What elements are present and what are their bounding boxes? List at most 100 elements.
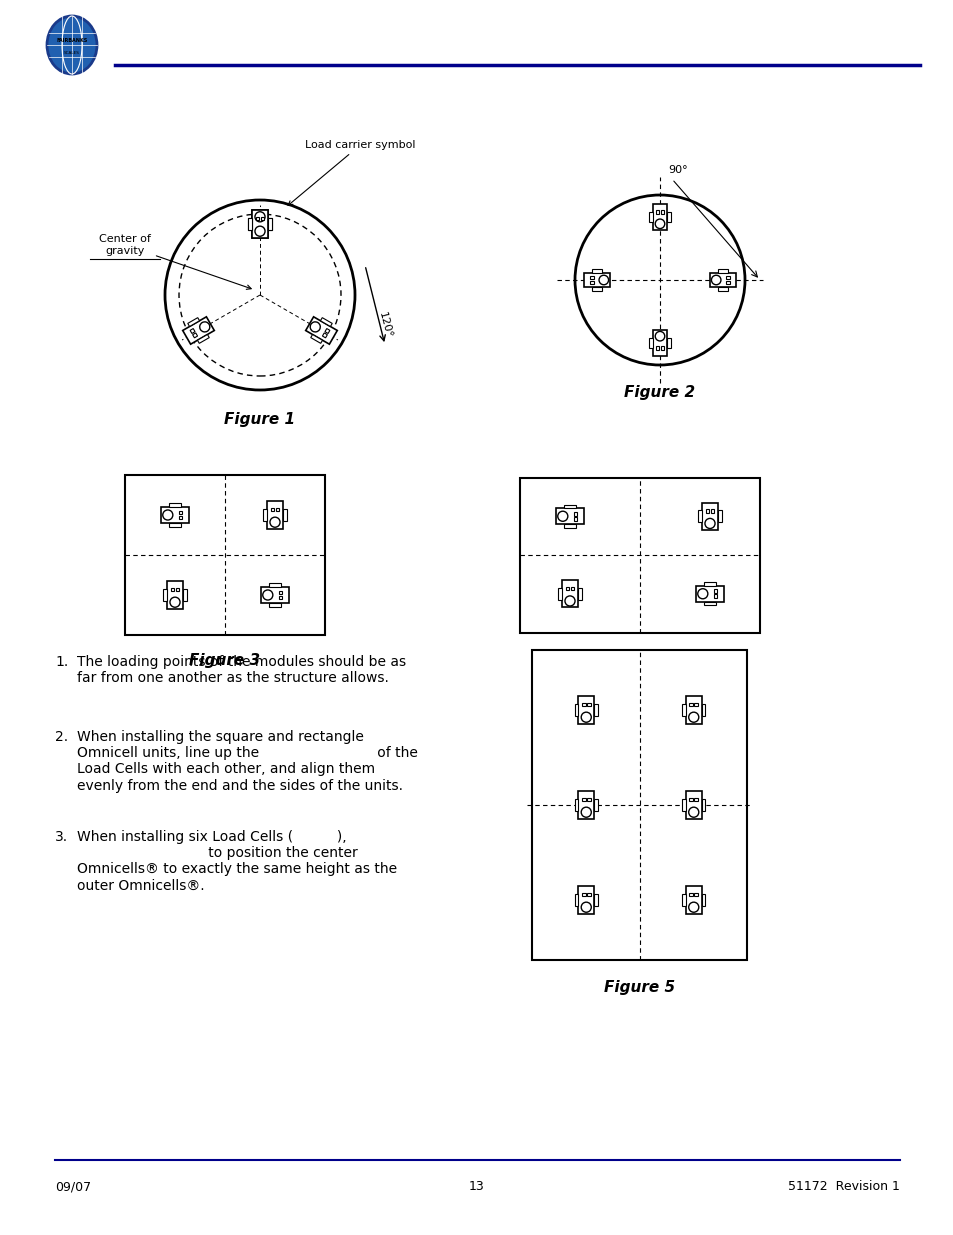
Bar	[563, 505, 576, 509]
Circle shape	[558, 511, 567, 521]
Circle shape	[688, 713, 698, 722]
Circle shape	[564, 597, 575, 606]
Bar	[163, 589, 167, 600]
Bar	[574, 894, 578, 905]
Bar	[689, 703, 692, 706]
Bar	[311, 335, 322, 343]
Text: 51172  Revision 1: 51172 Revision 1	[787, 1179, 899, 1193]
Bar	[183, 317, 214, 345]
Bar	[578, 697, 594, 724]
Circle shape	[310, 322, 320, 332]
Bar	[689, 798, 692, 802]
Bar	[648, 211, 652, 222]
Bar	[563, 524, 576, 527]
Bar	[561, 580, 578, 608]
Bar	[178, 516, 182, 520]
Bar	[583, 273, 609, 288]
Bar	[652, 330, 667, 356]
Bar	[573, 513, 577, 515]
Text: The loading points of the modules should be as
far from one another as the struc: The loading points of the modules should…	[77, 655, 406, 685]
Bar	[578, 792, 594, 819]
Bar	[255, 227, 259, 231]
Bar	[188, 317, 199, 326]
Circle shape	[655, 331, 664, 341]
Bar	[694, 703, 698, 706]
Bar	[190, 329, 194, 333]
Bar	[269, 603, 280, 606]
Bar	[703, 582, 715, 585]
Bar	[717, 269, 728, 273]
Circle shape	[163, 510, 172, 520]
Bar	[591, 288, 601, 291]
Circle shape	[580, 808, 591, 818]
Text: 90°: 90°	[667, 165, 687, 175]
Circle shape	[262, 590, 273, 600]
Bar	[701, 799, 704, 810]
Bar	[268, 219, 272, 230]
Bar	[255, 217, 259, 220]
Bar	[320, 317, 332, 326]
Bar	[183, 589, 187, 600]
Bar	[171, 588, 174, 592]
Bar	[260, 217, 264, 220]
Bar	[283, 509, 286, 521]
Bar	[652, 204, 667, 230]
Bar	[681, 894, 685, 905]
Bar	[248, 219, 252, 230]
Bar	[594, 799, 598, 810]
Bar	[275, 508, 279, 511]
Bar	[590, 280, 593, 284]
Bar	[271, 508, 274, 511]
Text: 120°: 120°	[376, 311, 394, 340]
Bar	[701, 894, 704, 905]
Bar	[574, 704, 578, 716]
Bar	[125, 475, 325, 635]
Bar	[252, 210, 268, 237]
Bar	[685, 697, 701, 724]
Bar	[574, 799, 578, 810]
Circle shape	[580, 713, 591, 722]
Bar	[660, 210, 663, 214]
Bar	[705, 509, 708, 513]
Bar	[322, 333, 327, 338]
Text: Center of
gravity: Center of gravity	[99, 235, 251, 289]
Circle shape	[655, 219, 664, 228]
Bar	[161, 508, 189, 522]
Bar	[660, 346, 663, 350]
Bar	[581, 893, 585, 897]
Bar	[532, 650, 747, 960]
Bar	[169, 522, 180, 526]
Bar	[713, 594, 717, 598]
Ellipse shape	[47, 16, 97, 74]
Bar	[565, 587, 569, 590]
Bar	[175, 588, 179, 592]
Bar	[681, 799, 685, 810]
Bar	[667, 337, 670, 348]
Text: 09/07: 09/07	[55, 1179, 91, 1193]
Bar	[558, 588, 561, 599]
Circle shape	[199, 322, 210, 332]
Circle shape	[711, 275, 720, 285]
Text: Load carrier symbol: Load carrier symbol	[288, 140, 416, 205]
Circle shape	[254, 226, 265, 236]
Bar	[709, 273, 735, 288]
Bar	[656, 210, 659, 214]
Bar	[263, 509, 267, 521]
Bar	[252, 210, 268, 237]
Text: 2.: 2.	[55, 730, 68, 743]
Circle shape	[688, 808, 698, 818]
Bar	[717, 288, 728, 291]
Text: 1.: 1.	[55, 655, 69, 669]
Bar	[261, 587, 289, 603]
Bar	[278, 590, 282, 594]
Circle shape	[704, 519, 715, 529]
Bar	[305, 317, 337, 345]
Bar	[694, 893, 698, 897]
Bar	[325, 329, 330, 333]
Bar	[685, 792, 701, 819]
Text: 13: 13	[469, 1179, 484, 1193]
Bar	[648, 337, 652, 348]
Bar	[710, 509, 714, 513]
Bar	[248, 219, 252, 230]
Bar	[698, 510, 701, 522]
